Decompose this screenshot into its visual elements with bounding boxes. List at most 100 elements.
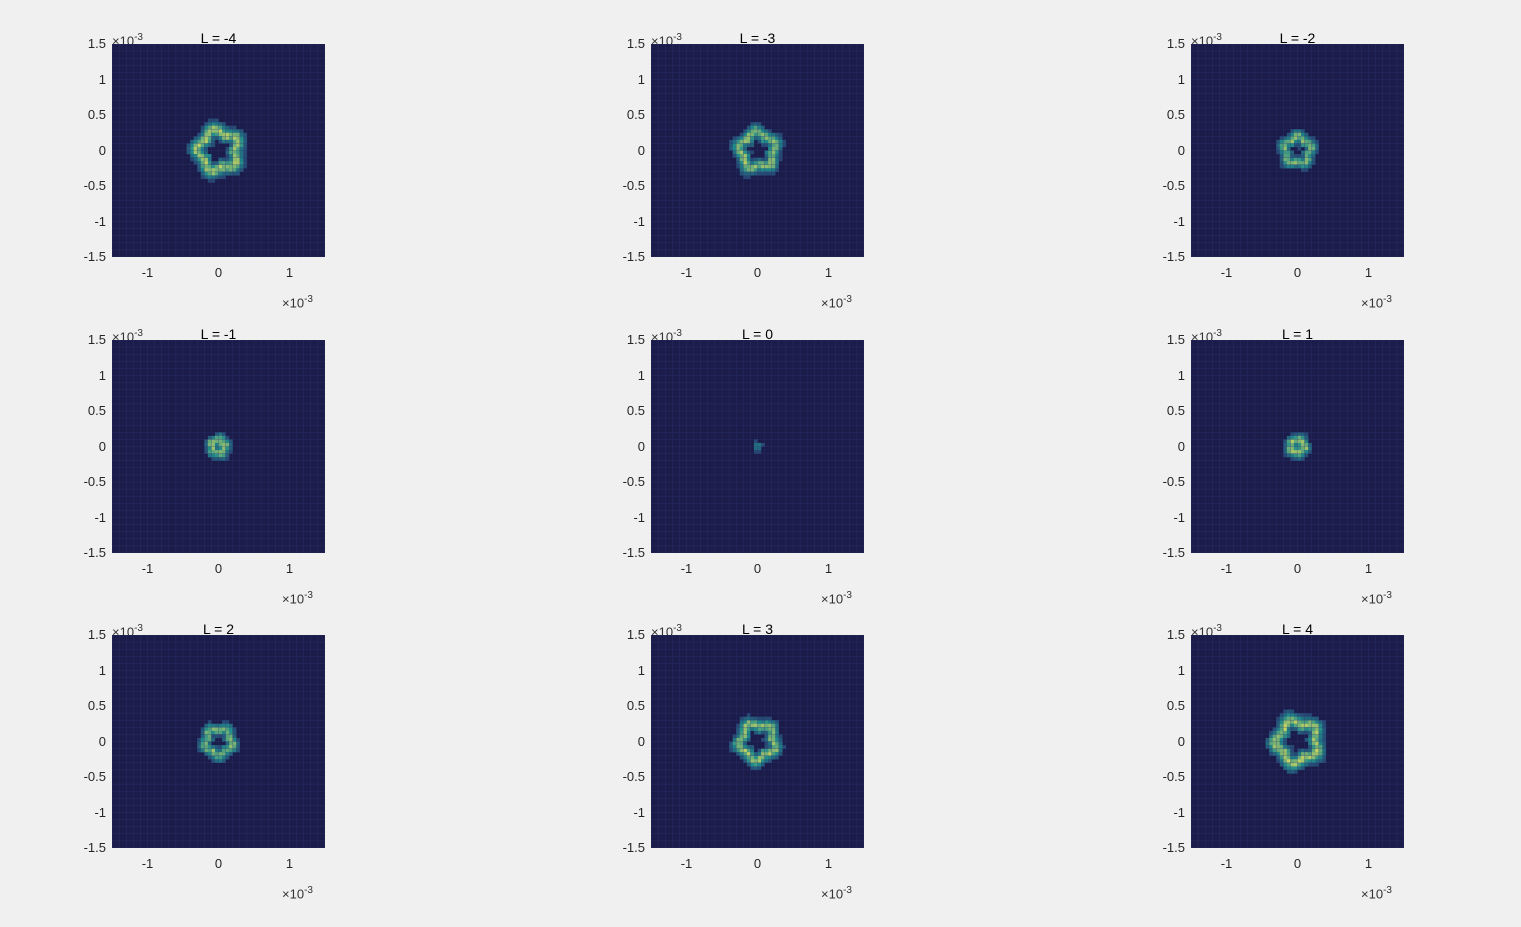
subplot-title: L = -3 xyxy=(739,30,776,46)
heatmap-cell xyxy=(1311,755,1316,760)
heatmap-cell xyxy=(222,139,226,144)
heatmap-cell xyxy=(214,136,219,141)
heatmap-cell xyxy=(232,164,237,169)
heatmap-cell xyxy=(771,752,776,756)
heatmap-cell xyxy=(761,129,765,133)
heatmap-cell xyxy=(232,730,237,735)
heatmap-cell xyxy=(1315,143,1319,148)
x-tick-label: 0 xyxy=(214,265,223,280)
y-tick-label: -0.5 xyxy=(1162,769,1185,784)
heatmap-cell xyxy=(214,161,219,165)
heatmap-cell xyxy=(197,136,201,141)
heatmap-cell xyxy=(757,161,762,165)
heatmap-cell xyxy=(222,755,226,760)
heatmap-cell xyxy=(232,136,237,141)
heatmap-cell xyxy=(1290,129,1295,133)
heatmap-cell xyxy=(1276,745,1280,749)
heatmap-cell xyxy=(225,727,230,732)
heatmap-cell xyxy=(204,723,209,728)
heatmap-cell xyxy=(1297,752,1302,756)
heatmap-cell xyxy=(1297,164,1302,169)
heatmap-cell xyxy=(232,745,237,749)
heatmap-cell xyxy=(1318,723,1323,728)
y-tick-label: 0 xyxy=(98,438,106,454)
heatmap-cell xyxy=(729,146,733,151)
heatmap-cell xyxy=(746,762,751,767)
heatmap-cell xyxy=(222,759,226,763)
heatmap-cell xyxy=(239,129,244,133)
heatmap-cell xyxy=(1283,446,1288,451)
subplot-L--2: L = -2 ×10-3 ×10-3 1.5 1 0.5 0 -0.5 -1 -1.5 -1 0 1 xyxy=(1079,30,1409,325)
heatmap-cell xyxy=(1308,146,1312,151)
heatmap-cell xyxy=(771,737,776,742)
heatmap-cell xyxy=(1279,150,1284,155)
heatmap-cell xyxy=(225,132,230,137)
heatmap-cell xyxy=(1297,435,1302,440)
heatmap-cell xyxy=(739,171,744,176)
heatmap-cell xyxy=(753,446,758,451)
heatmap-cell xyxy=(222,164,226,169)
x-exponent-power: -3 xyxy=(843,590,852,601)
heatmap-cell xyxy=(207,752,212,756)
heatmap-cell xyxy=(1304,755,1309,760)
heatmap-cell xyxy=(1286,139,1291,144)
heatmap-cell xyxy=(1301,727,1305,732)
heatmap-cell xyxy=(1290,766,1295,771)
heatmap-cell xyxy=(1279,755,1284,760)
y-tick-label: 0.5 xyxy=(626,698,645,713)
heatmap-cell xyxy=(214,723,219,728)
heatmap-cell xyxy=(1290,139,1295,144)
heatmap-cell xyxy=(1322,759,1327,763)
y-tick-label: 0.5 xyxy=(626,403,645,418)
heatmap-cell xyxy=(753,759,758,763)
heatmap-cell xyxy=(739,745,744,749)
heatmap-cell xyxy=(1279,745,1284,749)
heatmap-cell xyxy=(200,129,205,133)
x-tick-label: 0 xyxy=(753,856,762,871)
heatmap-cell xyxy=(1272,741,1277,746)
x-tick-label: -1 xyxy=(1220,561,1233,576)
heatmap-cell xyxy=(232,741,237,746)
heatmap-cell xyxy=(1283,450,1288,454)
heatmap-cell xyxy=(225,139,230,144)
heatmap-cell xyxy=(1297,432,1302,437)
heatmap-cell xyxy=(1297,442,1302,447)
heatmap-cell xyxy=(1276,716,1280,721)
x-exponent-power: -3 xyxy=(1383,885,1392,896)
x-exponent-label: ×10-3 xyxy=(821,294,852,311)
heatmap-cell xyxy=(743,136,748,141)
heatmap-cell xyxy=(1290,709,1295,714)
heatmap-cell xyxy=(739,136,744,141)
heatmap-cell xyxy=(743,745,748,749)
heatmap-cell xyxy=(757,136,762,141)
heatmap-cell xyxy=(746,154,751,158)
heatmap-cell xyxy=(746,752,751,756)
heatmap-cell xyxy=(1315,752,1319,756)
heatmap-cell xyxy=(222,453,226,458)
heatmap-cell xyxy=(1272,734,1277,739)
y-tick-label: 0.5 xyxy=(1166,403,1185,418)
heatmap-cell xyxy=(1301,450,1305,454)
heatmap-cell xyxy=(229,446,233,451)
x-exponent-power: -3 xyxy=(843,885,852,896)
y-tick-label: -1.5 xyxy=(1162,545,1185,560)
heatmap-cell xyxy=(225,457,230,461)
heatmap-cell xyxy=(186,146,191,151)
heatmap-cell xyxy=(1297,453,1302,458)
heatmap-cell xyxy=(1286,453,1291,458)
heatmap-cell xyxy=(1301,143,1305,148)
heatmap-cell xyxy=(1304,723,1309,728)
heatmap-cell xyxy=(1318,737,1323,742)
heatmap-cell xyxy=(211,118,216,123)
heatmap-cell xyxy=(1297,720,1302,724)
heatmap-cell xyxy=(1308,741,1312,746)
heatmap-cell xyxy=(1286,450,1291,454)
heatmap-cell xyxy=(1283,453,1288,458)
heatmap-cell xyxy=(1293,723,1298,728)
heatmap-cell xyxy=(214,118,219,123)
heatmap-cell xyxy=(1286,136,1291,141)
x-tick-label: -1 xyxy=(680,856,693,871)
heatmap-cell xyxy=(778,157,783,162)
heatmap-cell xyxy=(732,741,737,746)
heatmap-cell xyxy=(1297,450,1302,454)
